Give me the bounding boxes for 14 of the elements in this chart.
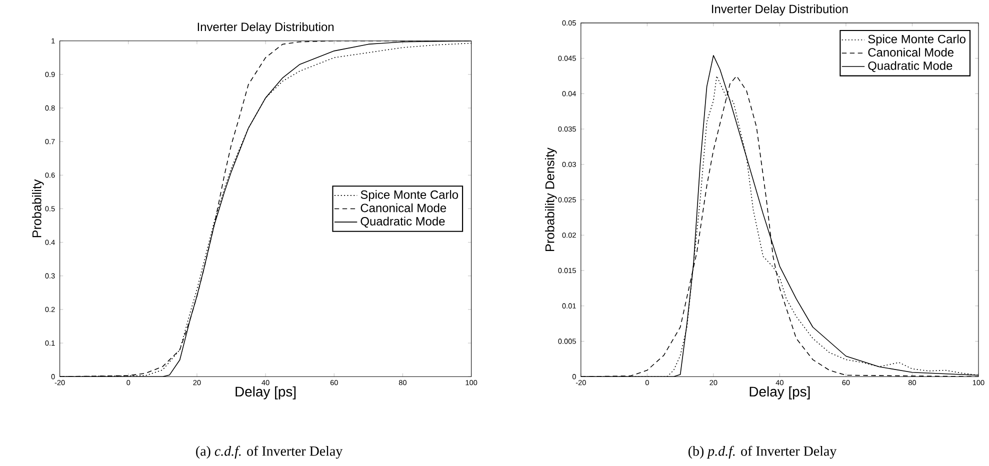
text: (a) c.d.f. of Inverter Delay	[196, 446, 343, 459]
legend-label: Canonical Mode	[868, 48, 954, 56]
y-axis-title: Probability Density	[545, 147, 557, 251]
chart-title: Inverter Delay Distribution	[198, 22, 334, 34]
legend-label: Spice Monte Carlo	[360, 190, 458, 202]
text: (b) p.d.f. of Inverter Delay	[688, 446, 837, 459]
y-axis-title: Probability	[32, 179, 44, 238]
legend-label: Spice Monte Carlo	[868, 34, 966, 46]
legend-label: Quadratic Mode	[868, 60, 952, 72]
legend-label: Canonical Mode	[360, 203, 446, 212]
chart-title: Inverter Delay Distribution	[712, 4, 848, 16]
x-axis-title: Delay [ps]	[750, 386, 810, 400]
legend-label: Quadratic Mode	[360, 216, 445, 228]
x-axis-title: Delay [ps]	[236, 386, 296, 400]
